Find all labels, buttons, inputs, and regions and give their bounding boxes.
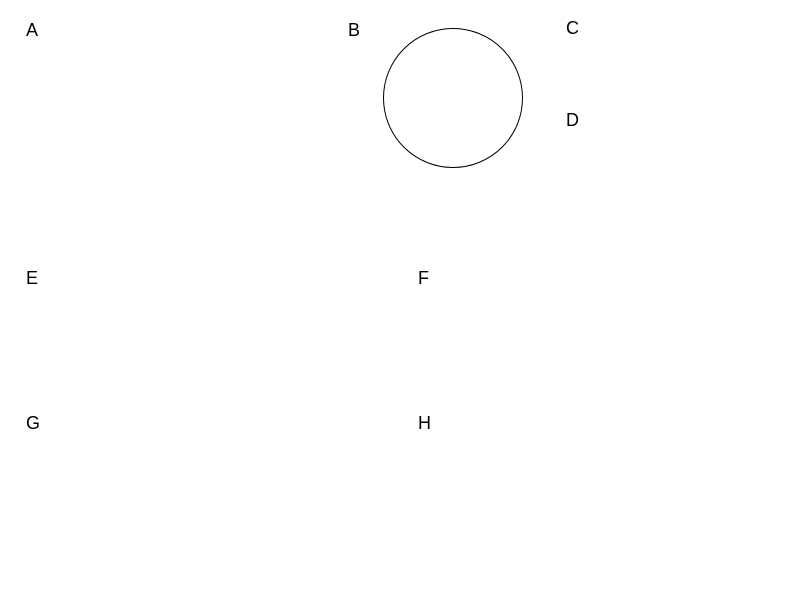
- panel-g-plot: [83, 423, 408, 543]
- colorbar-polar: [706, 28, 718, 198]
- colorbar-ice: [308, 116, 318, 200]
- panel-label-h: H: [418, 413, 431, 434]
- psf-image-grid: [38, 28, 298, 200]
- panel-d-border: [586, 119, 670, 203]
- panel-b: [363, 28, 538, 203]
- panel-b-border: [383, 28, 523, 168]
- panel-label-g: G: [26, 413, 40, 434]
- panel-f-plot: [443, 278, 768, 398]
- figure-root: A B C D E F G: [18, 18, 778, 589]
- panel-label-b: B: [348, 20, 360, 41]
- panel-label-e: E: [26, 268, 38, 289]
- panel-a: [38, 28, 298, 208]
- panel-d: [576, 116, 696, 206]
- panel-label-a: A: [26, 20, 38, 41]
- panel-c: [576, 23, 696, 113]
- panel-label-f: F: [418, 268, 429, 289]
- panel-h-plot: [443, 423, 768, 543]
- colorbar-fire: [308, 28, 318, 112]
- panel-c-border: [586, 26, 670, 110]
- panel-e-plot: [83, 278, 408, 398]
